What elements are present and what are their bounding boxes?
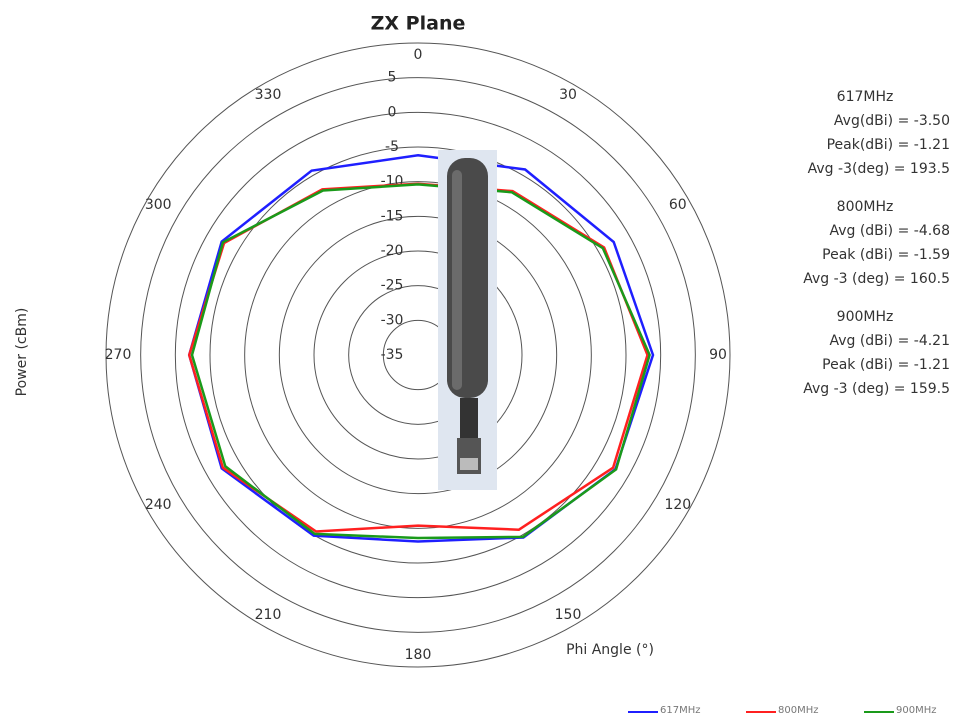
annotation-line: Peak (dBi) = -1.21 bbox=[822, 357, 950, 373]
annotation-line: Avg -3 (deg) = 159.5 bbox=[803, 381, 950, 397]
outer-ring bbox=[106, 43, 730, 667]
annotation-line: Avg -3 (deg) = 160.5 bbox=[803, 271, 950, 287]
grid-ring bbox=[279, 216, 556, 493]
r-tick-label: -35 bbox=[381, 347, 404, 363]
legend: 617MHz 800MHz 900MHz bbox=[628, 705, 936, 716]
annotations: 617MHz Avg(dBi) = -3.50 Peak(dBi) = -1.21 A… bbox=[803, 89, 950, 397]
chart-title: ZX Plane bbox=[371, 13, 466, 35]
annotation-title: 900MHz bbox=[837, 309, 894, 325]
r-tick-label: -20 bbox=[381, 243, 404, 259]
theta-tick-label: 120 bbox=[664, 497, 691, 513]
r-tick-label: 0 bbox=[388, 104, 397, 120]
annotation-line: Peak(dBi) = -1.21 bbox=[827, 137, 950, 153]
theta-axis-label: Phi Angle (°) bbox=[566, 642, 654, 658]
theta-tick-label: 180 bbox=[405, 647, 432, 663]
annotation-line: Avg(dBi) = -3.50 bbox=[834, 113, 950, 129]
grid-ring bbox=[141, 78, 696, 633]
theta-tick-label: 90 bbox=[709, 347, 727, 363]
theta-tick-label: 30 bbox=[559, 87, 577, 103]
theta-tick-label: 150 bbox=[555, 607, 582, 623]
r-tick-label: 5 bbox=[388, 70, 397, 86]
theta-tick-label: 300 bbox=[145, 197, 172, 213]
series-line bbox=[189, 184, 647, 532]
legend-label: 617MHz bbox=[660, 705, 700, 716]
annotation-line: Avg -3(deg) = 193.5 bbox=[808, 161, 950, 177]
annotation-title: 617MHz bbox=[837, 89, 894, 105]
grid-ring bbox=[245, 182, 592, 529]
r-axis-label: Power (cBm) bbox=[14, 308, 30, 397]
annotation-line: Avg (dBi) = -4.21 bbox=[829, 333, 950, 349]
r-tick-label: -30 bbox=[381, 312, 404, 328]
legend-label: 900MHz bbox=[896, 705, 936, 716]
theta-tick-label: 0 bbox=[414, 47, 423, 63]
curves bbox=[189, 155, 653, 541]
legend-label: 800MHz bbox=[778, 705, 818, 716]
annotation-title: 800MHz bbox=[837, 199, 894, 215]
series-line bbox=[189, 155, 653, 541]
annotation-line: Avg (dBi) = -4.68 bbox=[829, 223, 950, 239]
annotation-line: Peak (dBi) = -1.59 bbox=[822, 247, 950, 263]
chart: ZX Plane Power (cBm) Phi Angle (°) 5 0 -5 -… bbox=[0, 0, 967, 719]
antenna-connector-band bbox=[460, 458, 478, 470]
theta-tick-label: 210 bbox=[255, 607, 282, 623]
theta-tick-label: 60 bbox=[669, 197, 687, 213]
antenna-highlight bbox=[452, 170, 462, 390]
theta-tick-label: 270 bbox=[105, 347, 132, 363]
theta-tick-label: 330 bbox=[255, 87, 282, 103]
rings: 50-5-10-15-20-25-30-35030609012015018021… bbox=[105, 43, 730, 667]
antenna-image bbox=[438, 150, 497, 490]
theta-tick-label: 240 bbox=[145, 497, 172, 513]
r-tick-label: -15 bbox=[381, 208, 404, 224]
antenna-neck bbox=[460, 398, 478, 438]
r-tick-label: -5 bbox=[385, 139, 399, 155]
r-tick-label: -25 bbox=[381, 278, 404, 294]
